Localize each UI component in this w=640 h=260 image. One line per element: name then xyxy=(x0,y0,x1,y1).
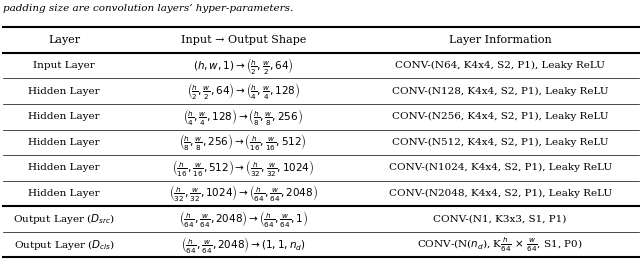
Text: Hidden Layer: Hidden Layer xyxy=(28,87,100,96)
Text: Layer: Layer xyxy=(48,35,80,45)
Text: Hidden Layer: Hidden Layer xyxy=(28,164,100,172)
Text: CONV-(N512, K4x4, S2, P1), Leaky ReLU: CONV-(N512, K4x4, S2, P1), Leaky ReLU xyxy=(392,138,609,147)
Text: Hidden Layer: Hidden Layer xyxy=(28,189,100,198)
Text: CONV-(N128, K4x4, S2, P1), Leaky ReLU: CONV-(N128, K4x4, S2, P1), Leaky ReLU xyxy=(392,87,609,96)
Text: CONV-(N1024, K4x4, S2, P1), Leaky ReLU: CONV-(N1024, K4x4, S2, P1), Leaky ReLU xyxy=(388,163,612,172)
Text: Input → Output Shape: Input → Output Shape xyxy=(180,35,306,45)
Text: $\left(\frac{h}{2}, \frac{w}{2}, 64\right) \rightarrow \left(\frac{h}{4}, \frac{: $\left(\frac{h}{2}, \frac{w}{2}, 64\righ… xyxy=(187,81,300,101)
Text: Output Layer ($D_{src}$): Output Layer ($D_{src}$) xyxy=(13,212,115,226)
Text: $\left(\frac{h}{8}, \frac{w}{8}, 256\right) \rightarrow \left(\frac{h}{16}, \fra: $\left(\frac{h}{8}, \frac{w}{8}, 256\rig… xyxy=(179,132,307,152)
Text: $\left(\frac{h}{4}, \frac{w}{4}, 128\right) \rightarrow \left(\frac{h}{8}, \frac: $\left(\frac{h}{4}, \frac{w}{4}, 128\rig… xyxy=(183,107,303,127)
Text: CONV-(N2048, K4x4, S2, P1), Leaky ReLU: CONV-(N2048, K4x4, S2, P1), Leaky ReLU xyxy=(388,189,612,198)
Text: Hidden Layer: Hidden Layer xyxy=(28,112,100,121)
Text: $\left(\frac{h}{16}, \frac{w}{16}, 512\right) \rightarrow \left(\frac{h}{32}, \f: $\left(\frac{h}{16}, \frac{w}{16}, 512\r… xyxy=(172,158,314,178)
Text: Hidden Layer: Hidden Layer xyxy=(28,138,100,147)
Text: Input Layer: Input Layer xyxy=(33,61,95,70)
Text: $\left(\frac{h}{32}, \frac{w}{32}, 1024\right) \rightarrow \left(\frac{h}{64}, \: $\left(\frac{h}{32}, \frac{w}{32}, 1024\… xyxy=(169,184,317,204)
Text: CONV-(N($n_d$), K$\frac{h}{64}$ $\times$ $\frac{w}{64}$, S1, P0): CONV-(N($n_d$), K$\frac{h}{64}$ $\times$… xyxy=(417,235,583,254)
Text: $\left(\frac{h}{64}, \frac{w}{64}, 2048\right) \rightarrow \left(\frac{h}{64}, \: $\left(\frac{h}{64}, \frac{w}{64}, 2048\… xyxy=(179,209,308,229)
Text: $\left(\frac{h}{64}, \frac{w}{64}, 2048\right) \rightarrow (1, 1, n_d)$: $\left(\frac{h}{64}, \frac{w}{64}, 2048\… xyxy=(181,235,305,255)
Text: padding size are convolution layers’ hyper-parameters.: padding size are convolution layers’ hyp… xyxy=(3,4,294,13)
Text: $(h, w, 1) \rightarrow \left(\frac{h}{2}, \frac{w}{2}, 64\right)$: $(h, w, 1) \rightarrow \left(\frac{h}{2}… xyxy=(193,56,294,76)
Text: CONV-(N1, K3x3, S1, P1): CONV-(N1, K3x3, S1, P1) xyxy=(433,214,567,224)
Text: CONV-(N64, K4x4, S2, P1), Leaky ReLU: CONV-(N64, K4x4, S2, P1), Leaky ReLU xyxy=(396,61,605,70)
Text: Layer Information: Layer Information xyxy=(449,35,552,45)
Text: CONV-(N256, K4x4, S2, P1), Leaky ReLU: CONV-(N256, K4x4, S2, P1), Leaky ReLU xyxy=(392,112,609,121)
Text: Output Layer ($D_{cls}$): Output Layer ($D_{cls}$) xyxy=(13,238,115,252)
